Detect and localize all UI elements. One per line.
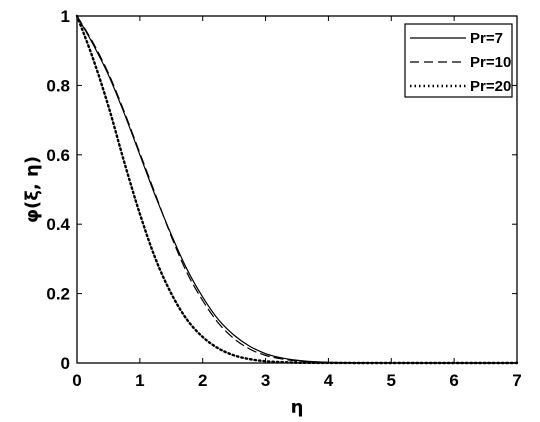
y-tick-label: 0.4 — [46, 215, 70, 234]
x-tick-label: 6 — [449, 371, 458, 390]
x-tick-label: 4 — [324, 371, 334, 390]
y-tick-label: 0 — [61, 354, 70, 373]
legend-label-pr7: Pr=7 — [470, 30, 503, 47]
y-tick-label: 0.6 — [46, 146, 70, 165]
x-axis-label: η — [291, 397, 304, 418]
y-tick-label: 1 — [61, 7, 70, 26]
x-tick-label: 1 — [135, 371, 144, 390]
legend-label-pr20: Pr=20 — [470, 78, 511, 95]
y-tick-label: 0.8 — [46, 76, 70, 95]
legend-box — [404, 23, 513, 98]
x-tick-label: 0 — [72, 371, 81, 390]
tick-layer: 0 1 2 3 4 5 6 7 0 0.2 0.4 0.6 0.8 1 — [46, 7, 521, 390]
x-tick-label: 3 — [261, 371, 270, 390]
legend: Pr=7 Pr=10 Pr=20 — [404, 23, 513, 98]
x-tick-label: 2 — [198, 371, 207, 390]
y-axis-label: φ(ξ, η) — [22, 156, 43, 223]
x-tick-label: 7 — [512, 371, 521, 390]
plot-frame — [76, 15, 518, 364]
y-tick-label: 0.2 — [46, 285, 70, 304]
x-tick-label: 5 — [387, 371, 396, 390]
legend-label-pr10: Pr=10 — [470, 54, 511, 71]
